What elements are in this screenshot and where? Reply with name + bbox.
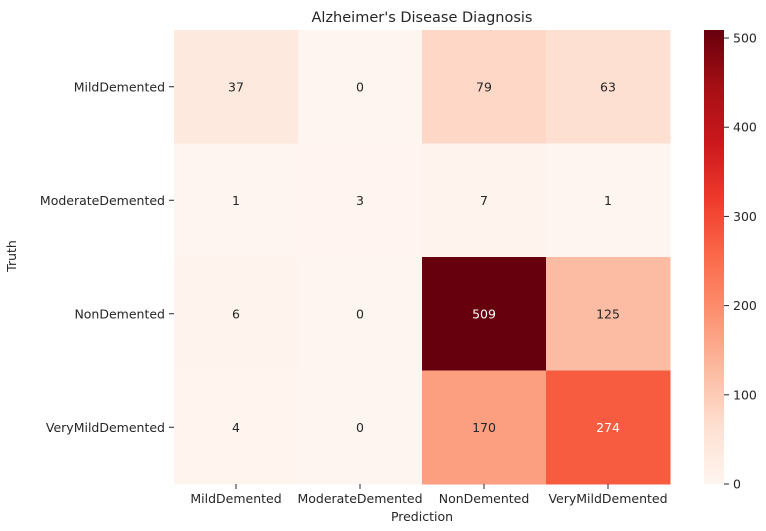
heatmap-cell — [546, 370, 671, 485]
x-tick-label: VeryMildDemented — [548, 491, 667, 506]
heatmap-cell — [174, 257, 299, 371]
colorbar — [704, 30, 724, 484]
colorbar-tick-label: 100 — [733, 387, 757, 402]
cell-value-label: 1 — [604, 193, 612, 208]
heatmap-cell — [546, 30, 671, 144]
heatmap-cell — [174, 143, 299, 258]
y-axis-label: Truth — [4, 240, 19, 273]
heatmap-cell — [546, 143, 671, 258]
x-tick-label: NonDemented — [439, 491, 530, 506]
y-tick-labels: MildDemented ModerateDemented NonDemented V… — [40, 79, 174, 435]
y-tick-label: ModerateDemented — [40, 193, 165, 208]
colorbar-ticks: 0 100 200 300 400 500 — [724, 31, 757, 492]
cell-value-label: 509 — [472, 306, 496, 321]
colorbar-tick-label: 0 — [733, 477, 741, 492]
colorbar-tick-label: 200 — [733, 298, 757, 313]
heatmap-cell — [298, 257, 423, 371]
x-tick-labels: MildDemented ModerateDemented NonDemented V… — [190, 484, 668, 506]
heatmap-cell — [422, 257, 547, 371]
cell-value-label: 3 — [356, 193, 364, 208]
cell-value-label: 0 — [356, 420, 364, 435]
cell-value-label: 37 — [228, 79, 244, 94]
x-tick-label: ModerateDemented — [297, 491, 422, 506]
cell-value-label: 1 — [232, 193, 240, 208]
cell-value-label: 125 — [596, 306, 620, 321]
cell-value-label: 4 — [232, 420, 240, 435]
x-axis-label: Prediction — [391, 509, 453, 524]
colorbar-tick-label: 300 — [733, 209, 757, 224]
heatmap-cell — [422, 370, 547, 485]
y-tick-label: VeryMildDemented — [46, 420, 165, 435]
cell-value-label: 274 — [596, 420, 620, 435]
heatmap-cell — [546, 257, 671, 371]
cell-value-label: 0 — [356, 306, 364, 321]
cell-value-label: 79 — [476, 79, 492, 94]
heatmap-cell — [422, 30, 547, 144]
y-tick-label: NonDemented — [74, 306, 165, 321]
heatmap-cell — [298, 30, 423, 144]
heatmap-cell — [422, 143, 547, 258]
cell-value-label: 7 — [480, 193, 488, 208]
colorbar-tick-label: 500 — [733, 31, 757, 46]
heatmap-cell — [298, 143, 423, 258]
heatmap-cell — [174, 370, 299, 485]
heatmap-cell — [298, 370, 423, 485]
cell-value-label: 170 — [472, 420, 496, 435]
heatmap-cell — [174, 30, 299, 144]
x-tick-label: MildDemented — [190, 491, 281, 506]
colorbar-tick-label: 400 — [733, 120, 757, 135]
chart-title: Alzheimer's Disease Diagnosis — [312, 10, 533, 26]
cell-value-label: 6 — [232, 306, 240, 321]
cell-value-label: 0 — [356, 79, 364, 94]
y-tick-label: MildDemented — [74, 79, 165, 94]
cell-value-label: 63 — [600, 79, 616, 94]
